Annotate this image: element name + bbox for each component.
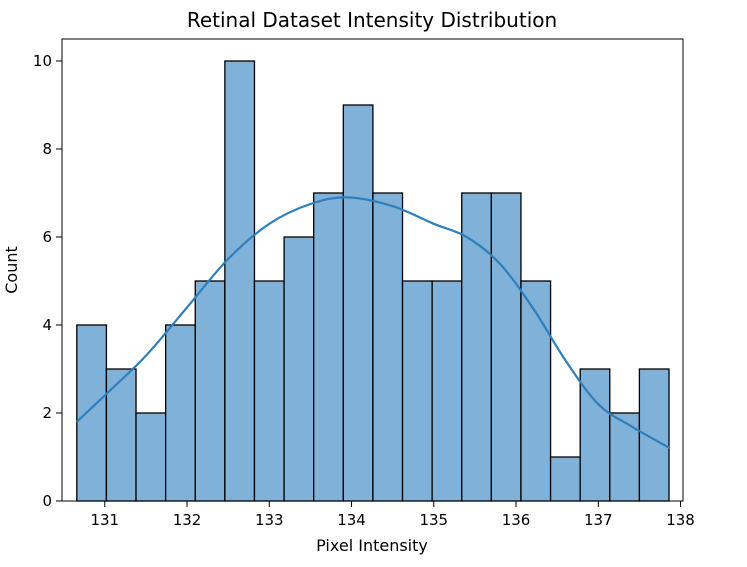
y-tick-label: 0 (42, 492, 52, 510)
y-tick-label: 10 (33, 52, 52, 70)
x-tick-label: 138 (666, 511, 695, 529)
chart-title: Retinal Dataset Intensity Distribution (187, 8, 557, 32)
histogram-bar (76, 324, 108, 502)
x-tick-label: 135 (419, 511, 448, 529)
histogram-bar (283, 236, 315, 502)
histogram-bar (638, 368, 670, 502)
histogram-bar (105, 368, 137, 502)
kde-curve (76, 196, 671, 450)
histogram-bar (224, 60, 256, 502)
x-tick-label: 131 (90, 511, 119, 529)
y-tick-label: 8 (42, 140, 52, 158)
x-tick-label: 137 (584, 511, 613, 529)
histogram-bar (253, 280, 285, 502)
y-axis-ticks: 0 2 4 6 8 10 (33, 52, 62, 510)
histogram-bar (372, 192, 404, 502)
histogram-bar (135, 412, 167, 502)
histogram-bar (401, 280, 433, 502)
histogram-bar (313, 192, 344, 502)
histogram-bar (520, 280, 552, 502)
x-tick-label: 132 (173, 511, 202, 529)
y-tick-label: 2 (42, 404, 52, 422)
x-tick-label: 134 (337, 511, 366, 529)
histogram-bar (609, 412, 641, 502)
histogram-bar (342, 104, 374, 502)
plot-frame (61, 38, 684, 502)
x-axis-label: Pixel Intensity (316, 536, 428, 555)
histogram-bar (490, 192, 522, 502)
x-tick-label: 133 (255, 511, 284, 529)
x-tick-label: 136 (502, 511, 531, 529)
histogram-bar (164, 324, 196, 502)
histogram-bars (76, 60, 670, 502)
y-tick-label: 6 (42, 228, 52, 246)
x-axis-ticks: 131 132 133 134 135 136 137 138 (90, 501, 695, 529)
histogram-bar (194, 280, 226, 502)
y-axis-label: Count (2, 246, 21, 294)
histogram-bar (549, 456, 581, 502)
histogram-bar (461, 192, 493, 502)
histogram-bar (431, 280, 463, 502)
y-tick-label: 4 (42, 316, 52, 334)
